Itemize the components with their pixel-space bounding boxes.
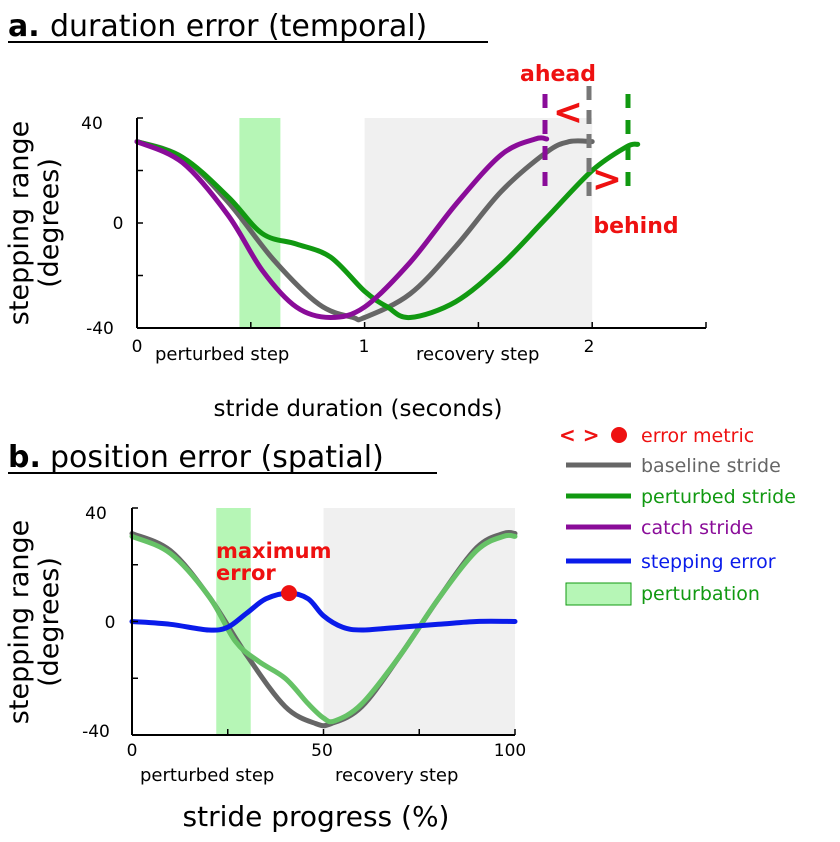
legend-metric-dot bbox=[611, 427, 627, 443]
legend-error-label: stepping error bbox=[641, 551, 776, 573]
recovery-region bbox=[364, 118, 593, 328]
panel-a-xlabel: stride duration (seconds) bbox=[214, 396, 503, 422]
panel-a-perturbed-step-label: perturbed step bbox=[155, 344, 289, 365]
legend-perturbation-swatch bbox=[565, 582, 632, 606]
panel-a-letter: a. bbox=[8, 9, 40, 44]
behind-symbol: > bbox=[592, 159, 622, 200]
panel-b-series bbox=[129, 529, 518, 729]
panel-b-ytick-40: 40 bbox=[85, 504, 107, 524]
legend-perturbed-label: perturbed stride bbox=[641, 486, 796, 508]
panel-a-ylabel-line2: (degrees) bbox=[34, 158, 65, 288]
series-catch-stride bbox=[134, 135, 550, 320]
panel-b-letter: b. bbox=[8, 440, 41, 475]
panel-b-perturbed-step-label: perturbed step bbox=[140, 765, 274, 786]
panel-a-ytick-minus40: -40 bbox=[86, 319, 114, 339]
panel-a-recovery-step-label: recovery step bbox=[416, 344, 539, 365]
panel-b-ytick-minus40: -40 bbox=[82, 722, 110, 742]
panel-a-ylabel: stepping range (degrees) bbox=[4, 121, 65, 325]
panel-a-xtick-0: 0 bbox=[132, 337, 143, 357]
panel-a: a. duration error (temporal) 40 0 -40 0 … bbox=[4, 9, 707, 422]
panel-a-ticks bbox=[136, 117, 707, 329]
panel-a-title: duration error (temporal) bbox=[50, 9, 427, 44]
legend-catch-label: catch stride bbox=[641, 517, 753, 539]
max-error-point bbox=[281, 585, 298, 602]
panel-b-ytick-0: 0 bbox=[105, 613, 116, 633]
ahead-label: ahead bbox=[520, 62, 596, 87]
panel-b-ticks bbox=[131, 507, 516, 736]
panel-b-ylabel: stepping range (degrees) bbox=[4, 520, 65, 724]
panel-b-ylabel-line2: (degrees) bbox=[34, 557, 65, 687]
legend-baseline-label: baseline stride bbox=[641, 455, 781, 477]
panel-b-title: position error (spatial) bbox=[50, 440, 384, 475]
behind-label: behind bbox=[593, 214, 678, 239]
panel-b-xlabel: stride progress (%) bbox=[183, 800, 450, 833]
legend-metric-label: error metric bbox=[641, 425, 754, 447]
panel-b-xtick-100: 100 bbox=[494, 741, 526, 761]
max-error-label-line1: maximum bbox=[216, 539, 332, 563]
max-error-label-line2: error bbox=[216, 561, 276, 585]
panel-b-xtick-0: 0 bbox=[127, 741, 138, 761]
legend-perturbation-label: perturbation bbox=[641, 583, 760, 605]
panel-a-ytick-0: 0 bbox=[113, 214, 124, 234]
panel-a-ylabel-line1: stepping range bbox=[4, 121, 35, 325]
panel-b: b. position error (spatial) 40 0 -40 0 5… bbox=[4, 440, 526, 833]
panel-b-ylabel-line1: stepping range bbox=[4, 520, 35, 724]
series-stepping-error bbox=[129, 590, 518, 633]
legend: < > error metric baseline stride perturb… bbox=[559, 423, 796, 606]
legend-metric-symbol: < > bbox=[559, 423, 599, 447]
panel-b-xtick-50: 50 bbox=[311, 741, 333, 761]
panel-a-xtick-2: 2 bbox=[584, 337, 595, 357]
panel-a-xtick-1: 1 bbox=[359, 337, 370, 357]
panel-a-ytick-40: 40 bbox=[81, 114, 103, 134]
ahead-symbol: < bbox=[553, 92, 583, 133]
series-perturbed-stride bbox=[129, 532, 518, 725]
panel-b-recovery-step-label: recovery step bbox=[335, 765, 458, 786]
series-perturbed-stride bbox=[134, 139, 641, 321]
